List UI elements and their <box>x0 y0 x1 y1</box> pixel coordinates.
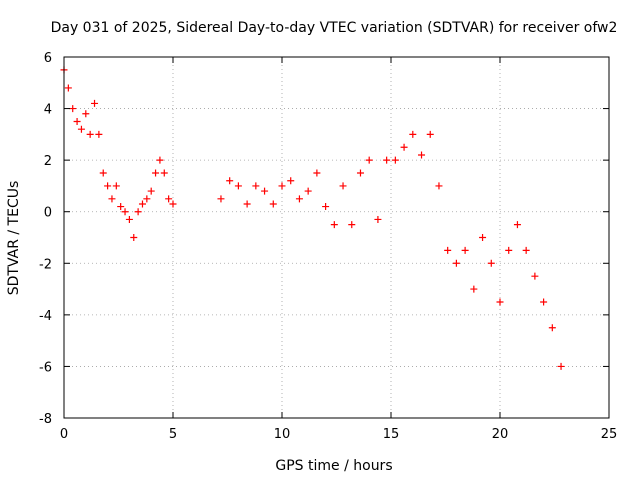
data-point <box>470 285 478 293</box>
data-point <box>165 195 173 203</box>
y-axis-label: SDTVAR / TECUs <box>6 181 22 296</box>
data-point <box>138 200 146 208</box>
data-point <box>418 151 426 159</box>
data-point <box>496 298 504 306</box>
data-point <box>117 203 125 211</box>
plot-frame <box>63 56 610 419</box>
data-point <box>339 182 347 190</box>
data-point <box>348 221 356 229</box>
data-point <box>269 200 277 208</box>
data-point <box>143 195 151 203</box>
data-point <box>152 169 160 177</box>
data-point <box>130 234 138 241</box>
data-point <box>252 182 260 190</box>
data-point <box>125 215 133 223</box>
data-point <box>330 221 338 229</box>
data-point <box>548 324 556 332</box>
data-point <box>73 117 81 125</box>
data-point <box>322 203 330 211</box>
data-point <box>557 362 565 370</box>
data-point <box>69 105 77 113</box>
chart-title: Day 031 of 2025, Sidereal Day-to-day VTE… <box>51 20 618 36</box>
data-point <box>99 169 107 177</box>
data-point <box>540 298 548 306</box>
data-point <box>391 156 399 164</box>
y-tick-label: 6 <box>44 51 52 66</box>
data-point <box>82 110 90 118</box>
y-tick-label: -8 <box>39 412 52 427</box>
data-point <box>400 143 408 151</box>
data-point <box>104 182 112 190</box>
data-point <box>261 187 269 195</box>
data-point <box>169 200 177 208</box>
data-point <box>487 259 495 267</box>
x-tick-label: 15 <box>383 427 400 442</box>
data-point <box>356 169 364 177</box>
data-point <box>531 272 539 280</box>
data-point <box>243 200 251 208</box>
data-point <box>505 246 513 254</box>
data-point <box>147 187 155 195</box>
axis-ticks: 0 5 10 15 20 25 -8 -6 -4 -2 0 2 4 6 <box>39 51 617 442</box>
data-point <box>426 130 434 138</box>
data-point <box>156 156 164 164</box>
data-point <box>121 208 129 216</box>
data-point <box>112 182 120 190</box>
data-point <box>409 130 417 138</box>
data-point <box>365 156 373 164</box>
y-tick-label: 2 <box>44 154 52 169</box>
x-tick-label: 0 <box>60 427 68 442</box>
data-point <box>64 84 72 92</box>
x-tick-label: 10 <box>274 427 291 442</box>
data-point <box>217 195 225 203</box>
x-tick-label: 25 <box>601 427 618 442</box>
data-point <box>134 208 142 216</box>
data-point <box>452 259 460 267</box>
data-series-sdtvar <box>60 66 565 370</box>
y-tick-label: -6 <box>39 360 52 375</box>
data-point <box>234 182 242 190</box>
data-point <box>108 195 116 203</box>
data-point <box>383 156 391 164</box>
data-point <box>435 182 443 190</box>
x-axis-label: GPS time / hours <box>275 458 392 474</box>
data-point <box>95 130 103 138</box>
data-point <box>479 234 487 241</box>
y-tick-label: -2 <box>39 257 52 272</box>
y-tick-label: -4 <box>39 309 52 324</box>
y-tick-label: 0 <box>44 206 52 221</box>
data-point <box>522 246 530 254</box>
data-point <box>513 221 521 229</box>
data-point <box>91 99 99 107</box>
data-point <box>77 125 85 133</box>
y-tick-label: 4 <box>44 103 52 118</box>
data-point <box>374 215 382 223</box>
data-point <box>287 177 295 185</box>
data-point <box>295 195 303 203</box>
x-tick-label: 5 <box>169 427 177 442</box>
data-point <box>304 187 312 195</box>
grid-lines <box>64 57 609 418</box>
data-point <box>160 169 168 177</box>
data-point <box>313 169 321 177</box>
data-point <box>226 177 234 185</box>
data-point <box>444 246 452 254</box>
data-point <box>86 130 94 138</box>
data-point <box>461 246 469 254</box>
data-point <box>278 182 286 190</box>
x-tick-label: 20 <box>492 427 509 442</box>
